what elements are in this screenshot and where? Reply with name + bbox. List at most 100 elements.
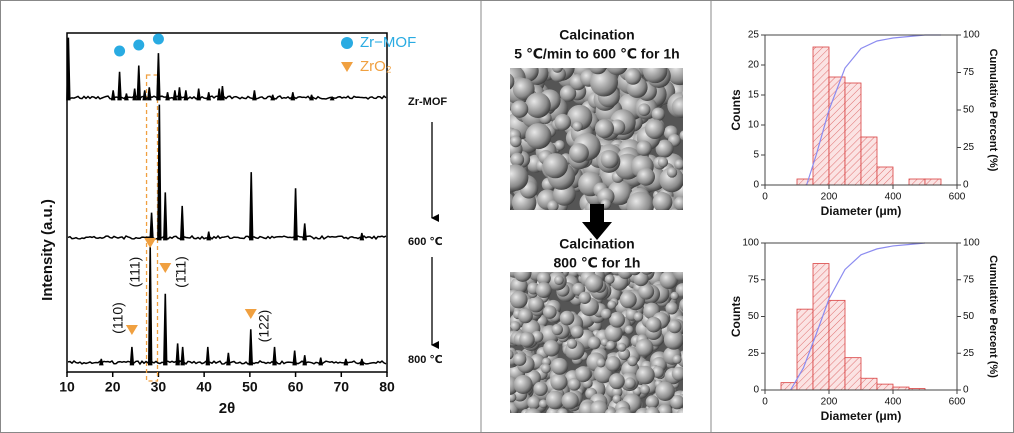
peak bbox=[249, 172, 254, 241]
sphere bbox=[606, 68, 628, 76]
y2-axis-label: Cumulative Percent (%) bbox=[987, 49, 999, 172]
sphere bbox=[665, 301, 679, 315]
phase-marker bbox=[152, 33, 164, 45]
y2-tick-label: 25 bbox=[963, 348, 975, 359]
sphere bbox=[657, 157, 669, 168]
y2-tick-label: 50 bbox=[963, 105, 975, 116]
sphere bbox=[636, 365, 655, 385]
y-axis-label: Counts bbox=[729, 89, 743, 131]
peak bbox=[318, 357, 324, 366]
peak bbox=[272, 346, 277, 366]
sphere bbox=[513, 352, 527, 366]
sphere bbox=[644, 119, 665, 139]
y-axis-label: Counts bbox=[729, 296, 743, 338]
phase-marker bbox=[133, 39, 145, 51]
caption: 5 ℃/min to 600 ℃ for 1h bbox=[514, 46, 679, 62]
legend-label: ZrO₂ bbox=[360, 58, 392, 75]
peak bbox=[183, 90, 189, 101]
sphere bbox=[642, 68, 668, 84]
sphere bbox=[679, 298, 683, 312]
peak bbox=[66, 37, 71, 101]
sphere bbox=[604, 274, 615, 285]
phase-marker bbox=[159, 263, 172, 273]
sphere bbox=[609, 311, 625, 328]
sphere bbox=[619, 291, 637, 309]
bar bbox=[812, 263, 830, 391]
peak bbox=[343, 358, 349, 366]
sphere bbox=[657, 404, 673, 413]
y2-tick-label: 0 bbox=[963, 180, 969, 191]
sphere bbox=[628, 272, 641, 276]
arrow-shaft bbox=[590, 204, 604, 224]
x-tick-label: 40 bbox=[196, 379, 212, 395]
sphere bbox=[590, 68, 619, 97]
sphere bbox=[655, 381, 675, 402]
bar bbox=[908, 178, 926, 186]
y-axis-label: Intensity (a.u.) bbox=[39, 199, 56, 301]
peak bbox=[129, 346, 135, 366]
peak bbox=[302, 223, 307, 241]
y-tick-label: 0 bbox=[753, 180, 759, 191]
caption: Calcination bbox=[559, 27, 634, 43]
bar bbox=[844, 357, 862, 391]
y2-tick-label: 75 bbox=[963, 274, 975, 285]
sphere bbox=[510, 349, 514, 360]
sphere bbox=[624, 325, 634, 335]
caption: 800 ℃ for 1h bbox=[554, 255, 641, 271]
peak bbox=[359, 232, 365, 241]
x-tick-label: 70 bbox=[333, 379, 349, 395]
peak bbox=[329, 96, 335, 101]
peak bbox=[177, 87, 182, 101]
bar bbox=[812, 46, 830, 186]
series-label: 800 ℃ bbox=[408, 354, 443, 366]
sphere bbox=[626, 191, 655, 210]
sphere bbox=[551, 357, 569, 375]
x-tick-label: 200 bbox=[821, 192, 838, 203]
peak bbox=[156, 53, 161, 101]
x-tick-label: 10 bbox=[59, 379, 75, 395]
peak bbox=[220, 85, 225, 101]
sphere bbox=[551, 68, 563, 73]
sphere bbox=[638, 283, 655, 300]
peak bbox=[293, 188, 298, 241]
sphere bbox=[554, 140, 565, 151]
plane-annotation: (122) bbox=[256, 310, 272, 343]
sphere bbox=[589, 68, 607, 75]
peak bbox=[248, 329, 253, 366]
y2-tick-label: 25 bbox=[963, 142, 975, 153]
sphere bbox=[510, 290, 528, 309]
sphere bbox=[663, 329, 683, 350]
peak bbox=[206, 231, 211, 241]
peak bbox=[172, 90, 178, 101]
x-tick-label: 200 bbox=[821, 397, 838, 408]
y-tick-label: 50 bbox=[748, 311, 760, 322]
peak bbox=[163, 192, 168, 241]
sphere bbox=[527, 395, 541, 410]
sphere bbox=[596, 358, 606, 368]
sphere bbox=[670, 394, 683, 410]
peak bbox=[205, 346, 211, 366]
sphere bbox=[672, 354, 682, 364]
sphere bbox=[651, 107, 665, 121]
legend-label: Zr−MOF bbox=[360, 34, 416, 51]
plane-annotation: (110) bbox=[110, 302, 126, 334]
x-tick-label: 400 bbox=[885, 192, 902, 203]
bar bbox=[860, 377, 878, 391]
sphere bbox=[554, 113, 572, 131]
sphere bbox=[525, 123, 552, 150]
sphere bbox=[672, 272, 683, 282]
bar bbox=[844, 82, 862, 186]
sphere bbox=[510, 135, 522, 148]
plane-annotation: (1̄11) bbox=[173, 256, 189, 288]
sphere bbox=[617, 342, 627, 352]
peak bbox=[124, 93, 129, 101]
peak bbox=[132, 88, 137, 101]
sphere bbox=[604, 408, 617, 413]
sphere bbox=[652, 192, 673, 210]
peak bbox=[216, 88, 222, 101]
sphere bbox=[633, 312, 644, 322]
sphere bbox=[550, 373, 568, 391]
x-tick-label: 20 bbox=[105, 379, 121, 395]
bar bbox=[828, 299, 846, 391]
peak bbox=[309, 94, 314, 101]
